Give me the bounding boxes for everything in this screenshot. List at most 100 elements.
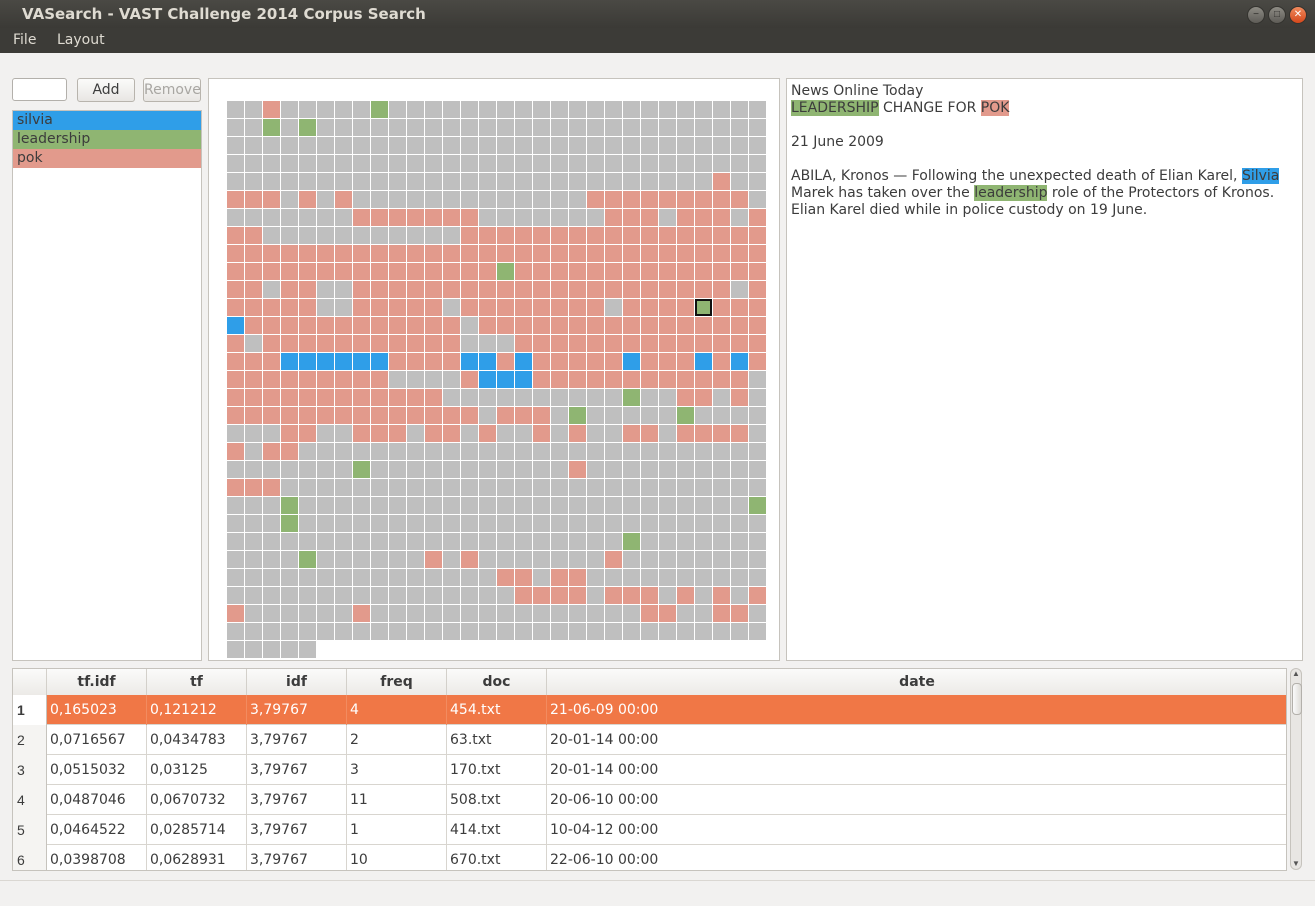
document-cell[interactable]: [407, 371, 424, 388]
document-cell[interactable]: [695, 479, 712, 496]
document-cell[interactable]: [515, 209, 532, 226]
document-cell[interactable]: [281, 443, 298, 460]
document-cell[interactable]: [713, 353, 730, 370]
document-cell[interactable]: [749, 299, 766, 316]
document-cell[interactable]: [245, 119, 262, 136]
document-cell[interactable]: [317, 353, 334, 370]
document-cell[interactable]: [569, 497, 586, 514]
document-cell[interactable]: [317, 443, 334, 460]
document-cell[interactable]: [677, 461, 694, 478]
document-cell[interactable]: [533, 227, 550, 244]
document-cell[interactable]: [497, 407, 514, 424]
document-cell[interactable]: [389, 245, 406, 262]
document-cell[interactable]: [605, 299, 622, 316]
document-cell[interactable]: [389, 425, 406, 442]
document-cell[interactable]: [533, 497, 550, 514]
document-cell[interactable]: [623, 497, 640, 514]
document-cell[interactable]: [227, 119, 244, 136]
document-cell[interactable]: [479, 299, 496, 316]
document-cell[interactable]: [659, 335, 676, 352]
document-cell[interactable]: [515, 101, 532, 118]
document-cell[interactable]: [371, 461, 388, 478]
document-cell[interactable]: [569, 299, 586, 316]
document-cell[interactable]: [551, 191, 568, 208]
document-cell[interactable]: [605, 209, 622, 226]
document-cell[interactable]: [749, 119, 766, 136]
document-cell[interactable]: [281, 569, 298, 586]
document-cell[interactable]: [533, 443, 550, 460]
document-cell[interactable]: [713, 461, 730, 478]
document-cell[interactable]: [695, 605, 712, 622]
document-cell[interactable]: [713, 407, 730, 424]
document-cell[interactable]: [227, 155, 244, 172]
document-cell[interactable]: [497, 515, 514, 532]
document-cell[interactable]: [713, 173, 730, 190]
document-cell[interactable]: [371, 335, 388, 352]
document-cell[interactable]: [569, 119, 586, 136]
cell-tf[interactable]: 0,121212: [147, 695, 247, 725]
document-cell[interactable]: [443, 209, 460, 226]
document-cell[interactable]: [569, 587, 586, 604]
document-cell[interactable]: [371, 497, 388, 514]
document-cell[interactable]: [443, 281, 460, 298]
document-cell[interactable]: [443, 551, 460, 568]
document-cell[interactable]: [245, 335, 262, 352]
document-cell[interactable]: [371, 389, 388, 406]
document-cell[interactable]: [497, 227, 514, 244]
document-cell[interactable]: [461, 299, 478, 316]
document-cell[interactable]: [227, 425, 244, 442]
document-cell[interactable]: [407, 515, 424, 532]
document-cell[interactable]: [479, 191, 496, 208]
document-cell[interactable]: [263, 137, 280, 154]
document-cell[interactable]: [677, 515, 694, 532]
document-cell[interactable]: [551, 137, 568, 154]
document-cell[interactable]: [317, 533, 334, 550]
document-cell[interactable]: [533, 587, 550, 604]
document-cell[interactable]: [461, 119, 478, 136]
document-cell[interactable]: [515, 425, 532, 442]
document-cell[interactable]: [677, 155, 694, 172]
document-cell[interactable]: [425, 551, 442, 568]
document-cell[interactable]: [335, 569, 352, 586]
document-cell[interactable]: [659, 623, 676, 640]
document-cell[interactable]: [551, 227, 568, 244]
document-cell[interactable]: [407, 119, 424, 136]
document-cell[interactable]: [533, 317, 550, 334]
term-item-silvia[interactable]: silvia: [13, 111, 201, 130]
cell-idf[interactable]: 3,79767: [247, 815, 347, 845]
cell-idf[interactable]: 3,79767: [247, 755, 347, 785]
document-cell[interactable]: [443, 515, 460, 532]
document-cell[interactable]: [317, 155, 334, 172]
cell-tfidf[interactable]: 0,0464522: [47, 815, 147, 845]
document-cell[interactable]: [569, 173, 586, 190]
document-cell[interactable]: [587, 605, 604, 622]
document-cell[interactable]: [497, 551, 514, 568]
document-cell[interactable]: [587, 497, 604, 514]
document-cell[interactable]: [245, 389, 262, 406]
document-cell[interactable]: [479, 173, 496, 190]
document-cell[interactable]: [695, 533, 712, 550]
document-cell[interactable]: [389, 227, 406, 244]
document-cell[interactable]: [569, 569, 586, 586]
document-cell[interactable]: [461, 137, 478, 154]
cell-date[interactable]: 22-06-10 00:00: [547, 845, 1286, 870]
document-cell[interactable]: [425, 497, 442, 514]
document-cell[interactable]: [227, 533, 244, 550]
document-cell[interactable]: [569, 371, 586, 388]
document-cell[interactable]: [425, 119, 442, 136]
document-cell[interactable]: [389, 263, 406, 280]
document-cell[interactable]: [461, 371, 478, 388]
document-cell[interactable]: [569, 155, 586, 172]
document-cell[interactable]: [335, 119, 352, 136]
document-cell[interactable]: [317, 119, 334, 136]
document-cell[interactable]: [551, 533, 568, 550]
document-cell[interactable]: [317, 461, 334, 478]
document-cell[interactable]: [533, 461, 550, 478]
document-cell[interactable]: [389, 479, 406, 496]
document-cell[interactable]: [659, 101, 676, 118]
document-cell[interactable]: [479, 587, 496, 604]
document-cell[interactable]: [425, 461, 442, 478]
document-cell[interactable]: [731, 479, 748, 496]
document-cell[interactable]: [659, 281, 676, 298]
document-cell[interactable]: [281, 515, 298, 532]
